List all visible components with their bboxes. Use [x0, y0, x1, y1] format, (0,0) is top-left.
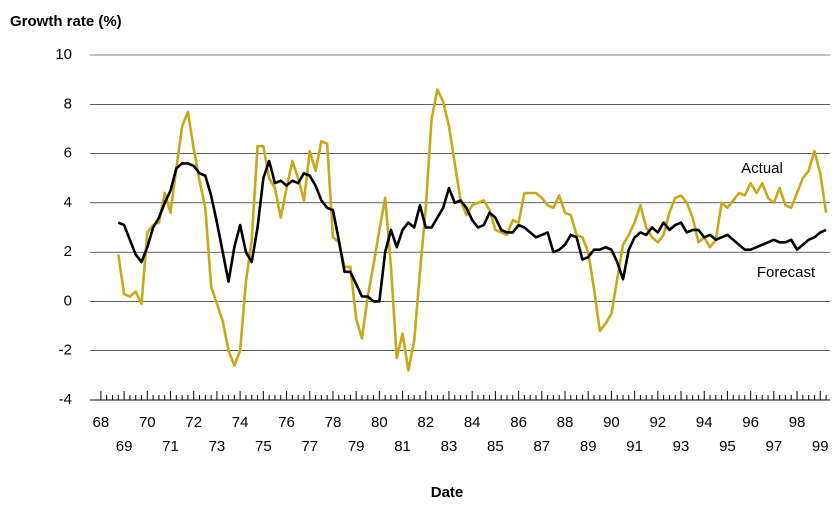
x-tick-label: 84: [464, 414, 481, 431]
x-tick-label: 79: [348, 438, 365, 455]
series-line: [117, 159, 827, 303]
y-tick-label: 4: [64, 194, 72, 211]
x-tick-label: 76: [278, 414, 295, 431]
series-line: [117, 88, 828, 372]
x-tick-label: 71: [162, 438, 179, 455]
x-tick-label: 88: [557, 414, 574, 431]
x-tick-label: 96: [742, 414, 759, 431]
x-tick-label: 99: [812, 438, 829, 455]
x-tick-label: 69: [116, 438, 133, 455]
x-tick-label: 80: [371, 414, 388, 431]
y-tick-label: 2: [64, 243, 72, 260]
x-tick-label: 82: [417, 414, 434, 431]
x-tick-label: 93: [673, 438, 690, 455]
x-tick-label: 77: [301, 438, 318, 455]
x-tick-label: 87: [533, 438, 550, 455]
y-tick-label: -4: [59, 391, 72, 408]
x-tick-label: 91: [626, 438, 643, 455]
x-tick-label: 95: [719, 438, 736, 455]
x-tick-label: 81: [394, 438, 411, 455]
x-tick-label: 68: [93, 414, 110, 431]
x-tick-label: 98: [789, 414, 806, 431]
x-tick-label: 73: [209, 438, 226, 455]
x-tick-label: 97: [766, 438, 783, 455]
x-tick-label: 83: [441, 438, 458, 455]
x-axis-title: Date: [431, 484, 464, 501]
y-tick-label: 10: [55, 46, 72, 63]
x-tick-label: 74: [232, 414, 249, 431]
y-tick-label: 0: [64, 292, 72, 309]
y-tick-label: 6: [64, 145, 72, 162]
x-tick-label: 86: [510, 414, 527, 431]
x-tick-label: 72: [185, 414, 202, 431]
y-tick-label: 8: [64, 95, 72, 112]
x-tick-label: 70: [139, 414, 156, 431]
series-label: Forecast: [757, 264, 816, 281]
x-tick-label: 92: [649, 414, 666, 431]
series-label: Actual: [741, 160, 783, 177]
x-tick-label: 85: [487, 438, 504, 455]
x-tick-label: 94: [696, 414, 713, 431]
x-tick-label: 89: [580, 438, 597, 455]
x-tick-label: 75: [255, 438, 272, 455]
x-tick-label: 78: [325, 414, 342, 431]
y-axis-title: Growth rate (%): [10, 13, 122, 30]
x-tick-label: 90: [603, 414, 620, 431]
y-tick-label: -2: [59, 342, 72, 359]
